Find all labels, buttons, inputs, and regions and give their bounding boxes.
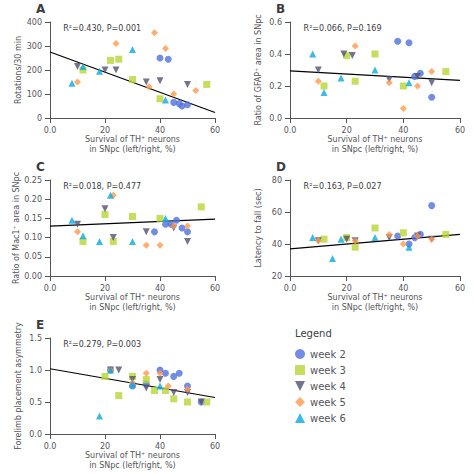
svg-text:0.0: 0.0 xyxy=(44,442,57,451)
svg-text:Latency to fall (sec): Latency to fall (sec) xyxy=(254,188,263,267)
svg-text:1.0: 1.0 xyxy=(29,366,42,375)
svg-text:in SNpc (left/right, %): in SNpc (left/right, %) xyxy=(89,145,175,154)
svg-text:20: 20 xyxy=(272,272,282,281)
svg-text:0.05: 0.05 xyxy=(24,252,42,261)
svg-text:300: 300 xyxy=(27,42,42,51)
svg-text:1.5: 1.5 xyxy=(29,334,42,343)
svg-text:in SNpc (left/right, %): in SNpc (left/right, %) xyxy=(332,303,418,312)
svg-text:week 2: week 2 xyxy=(310,349,346,360)
svg-text:40: 40 xyxy=(155,442,165,451)
svg-text:80: 80 xyxy=(272,176,282,185)
svg-text:0.2: 0.2 xyxy=(269,82,282,91)
svg-text:R²=0.430, P=0.001: R²=0.430, P=0.001 xyxy=(63,24,141,33)
svg-text:20: 20 xyxy=(100,284,110,293)
svg-text:0.10: 0.10 xyxy=(24,233,42,242)
svg-text:60: 60 xyxy=(455,126,465,135)
svg-text:0.0: 0.0 xyxy=(44,126,57,135)
svg-text:40: 40 xyxy=(155,284,165,293)
svg-text:0.00: 0.00 xyxy=(24,272,42,281)
svg-text:0.0: 0.0 xyxy=(284,284,297,293)
svg-text:400: 400 xyxy=(27,18,42,27)
svg-text:0.20: 0.20 xyxy=(24,195,42,204)
svg-text:Ratio of Mac1⁺ area in SNpc: Ratio of Mac1⁺ area in SNpc xyxy=(12,172,21,284)
svg-text:40: 40 xyxy=(398,284,408,293)
svg-text:20: 20 xyxy=(342,284,352,293)
svg-text:0.0: 0.0 xyxy=(44,284,57,293)
svg-text:0.0: 0.0 xyxy=(29,430,42,439)
svg-text:0.5: 0.5 xyxy=(29,398,42,407)
svg-text:0.15: 0.15 xyxy=(24,214,42,223)
svg-text:20: 20 xyxy=(100,126,110,135)
svg-text:0.25: 0.25 xyxy=(24,176,42,185)
svg-text:R²=0.018, P=0.477: R²=0.018, P=0.477 xyxy=(63,182,141,191)
svg-text:20: 20 xyxy=(100,442,110,451)
svg-text:60: 60 xyxy=(210,126,220,135)
svg-text:week 6: week 6 xyxy=(310,413,346,424)
svg-text:Survival of TH⁺ neurons: Survival of TH⁺ neurons xyxy=(85,135,180,144)
svg-text:R²=0.066, P=0.169: R²=0.066, P=0.169 xyxy=(304,24,382,33)
svg-text:B: B xyxy=(276,2,285,16)
svg-text:R²=0.279, P=0.003: R²=0.279, P=0.003 xyxy=(63,340,141,349)
svg-text:60: 60 xyxy=(455,284,465,293)
svg-text:100: 100 xyxy=(27,90,42,99)
svg-text:0.4: 0.4 xyxy=(269,50,282,59)
svg-text:Survival of TH⁺ neurons: Survival of TH⁺ neurons xyxy=(85,451,180,460)
svg-text:Survival of TH⁺ neurons: Survival of TH⁺ neurons xyxy=(85,293,180,302)
svg-text:week 3: week 3 xyxy=(310,365,346,376)
svg-text:Legend: Legend xyxy=(295,328,332,339)
svg-text:in SNpc (left/right, %): in SNpc (left/right, %) xyxy=(89,461,175,470)
svg-text:Rotations/30 min: Rotations/30 min xyxy=(14,36,23,104)
svg-text:60: 60 xyxy=(210,442,220,451)
svg-text:Survival of TH⁺ neurons: Survival of TH⁺ neurons xyxy=(327,293,422,302)
svg-text:60: 60 xyxy=(210,284,220,293)
svg-text:0.6: 0.6 xyxy=(269,18,282,27)
svg-text:60: 60 xyxy=(272,208,282,217)
svg-text:0.0: 0.0 xyxy=(269,114,282,123)
svg-text:Forelimb placement asymmetry: Forelimb placement asymmetry xyxy=(14,322,23,450)
svg-text:40: 40 xyxy=(398,126,408,135)
svg-text:in SNpc (left/right, %): in SNpc (left/right, %) xyxy=(332,145,418,154)
svg-text:40: 40 xyxy=(155,126,165,135)
svg-text:week 5: week 5 xyxy=(310,397,346,408)
svg-text:week 4: week 4 xyxy=(310,381,346,392)
svg-text:200: 200 xyxy=(27,66,42,75)
svg-text:in SNpc (left/right, %): in SNpc (left/right, %) xyxy=(89,303,175,312)
svg-text:0.0: 0.0 xyxy=(284,126,297,135)
svg-text:C: C xyxy=(36,160,45,174)
svg-text:Survival of TH⁺ neurons: Survival of TH⁺ neurons xyxy=(327,135,422,144)
svg-text:E: E xyxy=(36,318,44,332)
svg-text:A: A xyxy=(36,2,46,16)
svg-text:D: D xyxy=(276,160,286,174)
svg-text:0: 0 xyxy=(37,114,42,123)
svg-text:R²=0.163, P=0.027: R²=0.163, P=0.027 xyxy=(304,182,382,191)
svg-text:20: 20 xyxy=(342,126,352,135)
svg-text:Ratio of GFAP⁺ area in SNpc: Ratio of GFAP⁺ area in SNpc xyxy=(254,14,263,125)
svg-text:40: 40 xyxy=(272,240,282,249)
